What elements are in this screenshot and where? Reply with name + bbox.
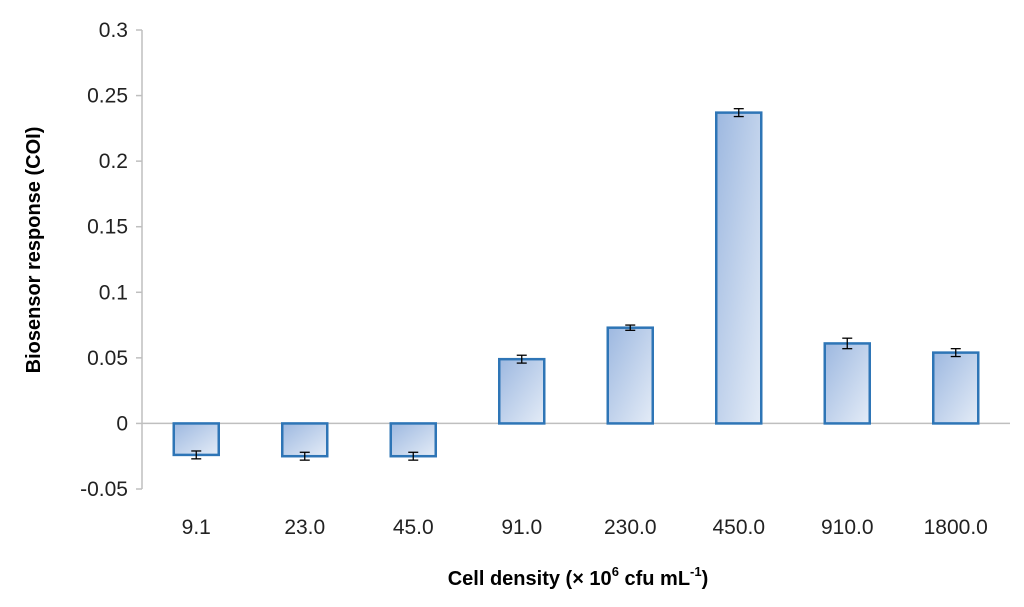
y-tick-label: 0.3	[99, 19, 128, 42]
y-tick-label: 0.2	[99, 150, 128, 173]
x-tick-label: 450.0	[712, 516, 765, 539]
y-tick-label: -0.05	[80, 478, 128, 501]
y-tick-label: 0	[116, 412, 128, 435]
plot-area: 0.3 0.25 0.2 0.15 0.1 0.05 0 -0.05 9.1 23.0 45.0 91…	[80, 19, 1010, 539]
bar	[498, 357, 546, 425]
x-tick-label: 1800.0	[924, 516, 988, 539]
y-tick-label: 0.25	[87, 85, 128, 108]
bar	[932, 351, 980, 425]
bar	[715, 111, 763, 425]
x-tick-label: 23.0	[284, 516, 325, 539]
x-tick-label: 910.0	[821, 516, 874, 539]
x-axis-title: Cell density (× 106 cfu mL-1)	[448, 564, 709, 590]
x-tick-label: 9.1	[182, 516, 211, 539]
x-tick-label: 91.0	[501, 516, 542, 539]
bar	[172, 422, 220, 457]
bar	[823, 342, 871, 425]
bar	[606, 326, 654, 425]
bar	[281, 422, 329, 458]
y-tick-label: 0.05	[87, 347, 128, 370]
bar	[389, 422, 437, 458]
y-tick-label: 0.15	[87, 216, 128, 239]
x-tick-label: 45.0	[393, 516, 434, 539]
y-tick-label: 0.1	[99, 281, 128, 304]
x-tick-label: 230.0	[604, 516, 657, 539]
y-axis-title: Biosensor response (COI)	[23, 127, 45, 374]
